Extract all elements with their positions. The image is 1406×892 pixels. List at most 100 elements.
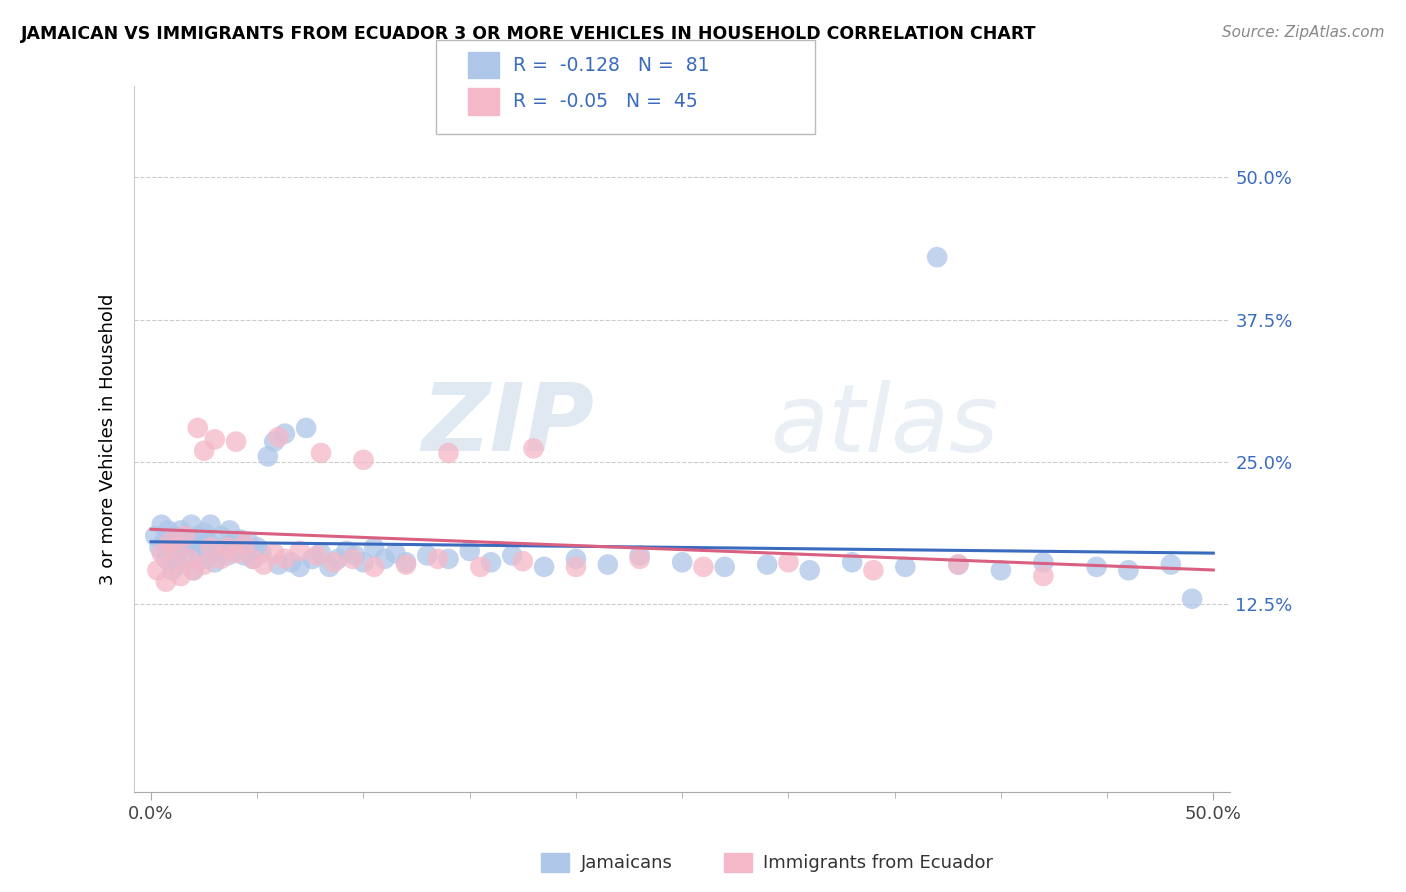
Point bbox=[204, 433, 226, 447]
Text: ZIP: ZIP bbox=[422, 379, 595, 471]
Point bbox=[162, 558, 184, 572]
Point bbox=[184, 541, 207, 555]
Point bbox=[179, 534, 201, 549]
Point bbox=[756, 558, 779, 572]
Point bbox=[170, 524, 193, 538]
Point bbox=[927, 250, 949, 264]
Point bbox=[183, 563, 205, 577]
Point bbox=[267, 430, 290, 444]
Point bbox=[188, 549, 211, 563]
Point bbox=[512, 554, 534, 568]
Point bbox=[187, 529, 209, 543]
Point bbox=[155, 574, 177, 589]
Point bbox=[470, 559, 492, 574]
Point bbox=[200, 541, 222, 555]
Point bbox=[148, 541, 170, 555]
Text: JAMAICAN VS IMMIGRANTS FROM ECUADOR 3 OR MORE VEHICLES IN HOUSEHOLD CORRELATION : JAMAICAN VS IMMIGRANTS FROM ECUADOR 3 OR… bbox=[21, 25, 1036, 43]
Point bbox=[143, 529, 166, 543]
Point bbox=[225, 544, 247, 558]
Point bbox=[374, 552, 396, 566]
Point bbox=[353, 555, 375, 569]
Point bbox=[150, 546, 173, 560]
Point bbox=[522, 442, 544, 456]
Point bbox=[267, 558, 290, 572]
Point bbox=[183, 563, 205, 577]
Point bbox=[209, 529, 232, 543]
Point bbox=[253, 558, 276, 572]
Point bbox=[479, 555, 502, 569]
Point bbox=[326, 552, 349, 566]
Point bbox=[221, 537, 243, 551]
Point bbox=[353, 452, 375, 467]
Point bbox=[342, 552, 364, 566]
Point bbox=[246, 541, 269, 555]
Point bbox=[363, 559, 385, 574]
Point bbox=[155, 552, 177, 566]
Point bbox=[322, 555, 344, 569]
Point bbox=[193, 443, 215, 458]
Point bbox=[1118, 563, 1140, 577]
Point bbox=[162, 563, 184, 577]
Point bbox=[501, 549, 523, 563]
Point bbox=[174, 529, 197, 543]
Point bbox=[193, 525, 215, 540]
Point bbox=[363, 541, 385, 555]
Point bbox=[305, 549, 328, 563]
Point bbox=[200, 517, 222, 532]
Point bbox=[167, 558, 190, 572]
Point bbox=[179, 552, 201, 566]
Point bbox=[295, 421, 318, 435]
Point bbox=[150, 517, 173, 532]
Point bbox=[195, 552, 218, 566]
Point bbox=[458, 544, 481, 558]
Point bbox=[533, 559, 555, 574]
Point bbox=[274, 552, 297, 566]
Y-axis label: 3 or more Vehicles in Household: 3 or more Vehicles in Household bbox=[100, 293, 117, 585]
Point bbox=[170, 569, 193, 583]
Point bbox=[894, 559, 917, 574]
Point bbox=[191, 537, 214, 551]
Point bbox=[288, 544, 311, 558]
Point bbox=[1032, 569, 1054, 583]
Point bbox=[166, 541, 188, 555]
Point bbox=[225, 434, 247, 449]
Point bbox=[1160, 558, 1182, 572]
Point bbox=[242, 552, 264, 566]
Point bbox=[242, 552, 264, 566]
Point bbox=[309, 446, 332, 460]
Point bbox=[162, 541, 184, 555]
Text: Immigrants from Ecuador: Immigrants from Ecuador bbox=[763, 854, 994, 871]
Point bbox=[318, 559, 340, 574]
Point bbox=[841, 555, 863, 569]
Point bbox=[628, 549, 651, 563]
Point bbox=[1032, 555, 1054, 569]
Point bbox=[217, 541, 239, 555]
Point bbox=[1181, 591, 1204, 606]
Point bbox=[197, 534, 219, 549]
Text: atlas: atlas bbox=[770, 380, 998, 471]
Point bbox=[416, 549, 439, 563]
Point bbox=[671, 555, 693, 569]
Point bbox=[862, 563, 884, 577]
Point bbox=[395, 555, 418, 569]
Point bbox=[233, 549, 256, 563]
Point bbox=[225, 546, 247, 560]
Point bbox=[180, 517, 202, 532]
Point bbox=[217, 549, 239, 563]
Point bbox=[204, 555, 226, 569]
Point bbox=[250, 546, 273, 560]
Text: Source: ZipAtlas.com: Source: ZipAtlas.com bbox=[1222, 25, 1385, 40]
Point bbox=[565, 559, 588, 574]
Point bbox=[565, 552, 588, 566]
Text: Jamaicans: Jamaicans bbox=[581, 854, 672, 871]
Point bbox=[229, 533, 252, 547]
Point bbox=[172, 541, 194, 555]
Point bbox=[343, 549, 366, 563]
Point bbox=[288, 559, 311, 574]
Point bbox=[274, 426, 297, 441]
Point bbox=[187, 421, 209, 435]
Point bbox=[193, 558, 215, 572]
Point bbox=[209, 552, 232, 566]
Point bbox=[395, 558, 418, 572]
Point bbox=[157, 524, 180, 538]
